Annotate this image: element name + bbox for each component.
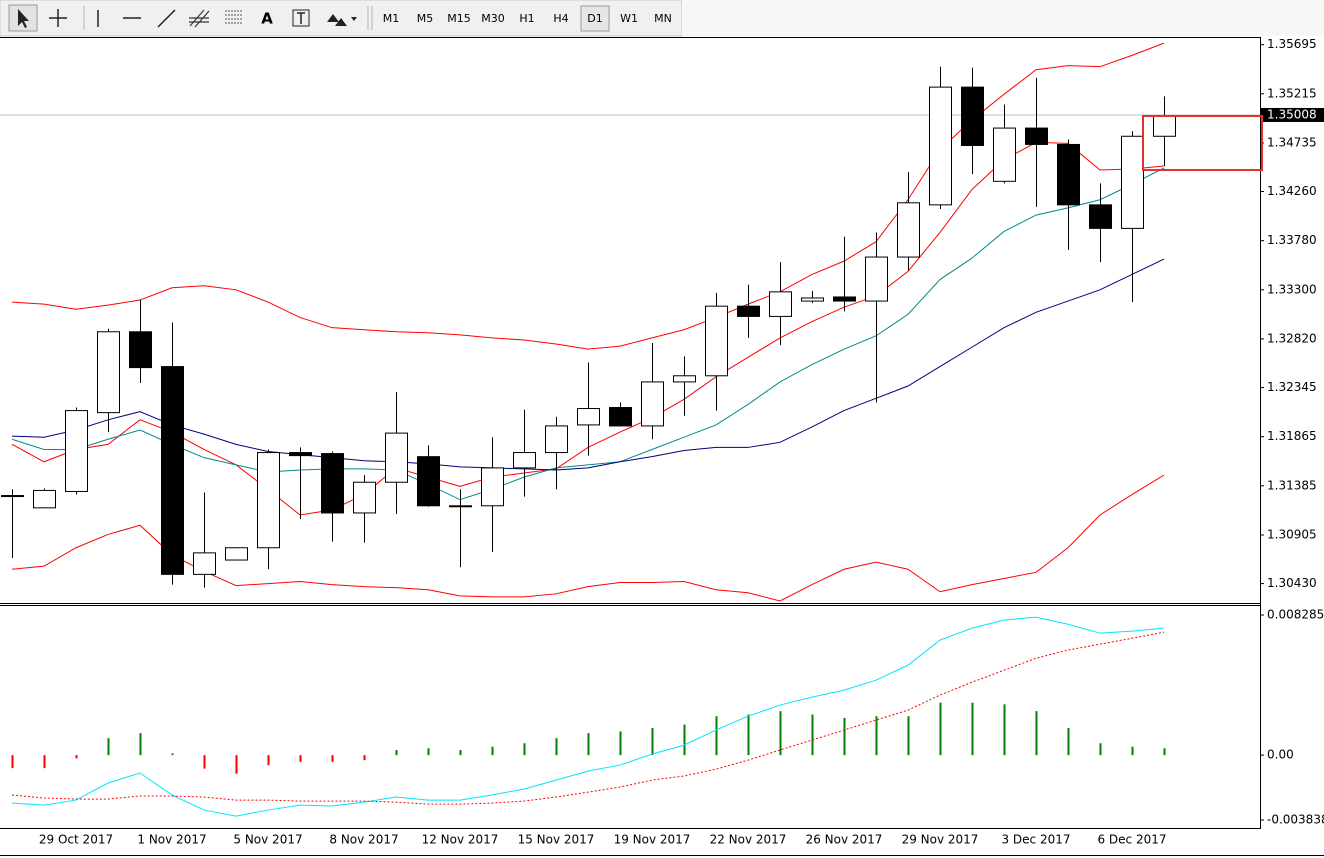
candle-body bbox=[1025, 127, 1048, 145]
candle-body bbox=[1057, 143, 1080, 206]
y-tick-label: 1.30430 bbox=[1267, 576, 1317, 590]
chart-area bbox=[0, 37, 1324, 858]
candle-body bbox=[1121, 135, 1144, 229]
candle-body bbox=[769, 291, 792, 317]
x-tick-label: 29 Nov 2017 bbox=[902, 833, 979, 847]
y-tick-label: -0.003838 bbox=[1267, 813, 1324, 827]
candle-body bbox=[513, 452, 536, 469]
candle-body bbox=[385, 432, 408, 483]
channel-icon[interactable] bbox=[189, 9, 210, 28]
candle-body bbox=[929, 86, 952, 206]
candle-body bbox=[993, 127, 1016, 182]
candle-body bbox=[33, 489, 56, 509]
candle-body bbox=[641, 381, 664, 427]
current-price-tag bbox=[1261, 107, 1324, 122]
x-tick-label: 26 Nov 2017 bbox=[806, 833, 883, 847]
candle-body bbox=[161, 366, 184, 575]
fibo-icon[interactable] bbox=[225, 10, 243, 24]
x-tick-label: 8 Nov 2017 bbox=[329, 833, 398, 847]
x-tick-label: 15 Nov 2017 bbox=[518, 833, 595, 847]
text-label-icon[interactable] bbox=[292, 9, 310, 27]
candle-body bbox=[545, 425, 568, 454]
plot: 1.35695 1.35215 1.34735 1.34260 1.33780 1.333… bbox=[0, 37, 1324, 847]
toolbar: A M1 M5 M15 M30 H1 H4 D1 W1 MN bbox=[0, 0, 1324, 37]
timeframe-button[interactable]: MN bbox=[654, 12, 672, 25]
indicator-line bbox=[11, 258, 1165, 471]
candle-body bbox=[673, 375, 696, 383]
y-tick-label: 1.32820 bbox=[1267, 331, 1317, 345]
highlight-box bbox=[1142, 115, 1263, 171]
candle-body bbox=[865, 256, 888, 302]
x-tick-label: 19 Nov 2017 bbox=[614, 833, 691, 847]
candle-body bbox=[225, 547, 248, 561]
candle-body bbox=[481, 467, 504, 507]
candle-body bbox=[417, 456, 440, 507]
timeframe-button[interactable]: M1 bbox=[383, 12, 400, 25]
x-tick-label: 6 Dec 2017 bbox=[1097, 833, 1166, 847]
trendline-icon[interactable] bbox=[157, 9, 176, 28]
x-tick-label: 22 Nov 2017 bbox=[710, 833, 787, 847]
candle-body bbox=[1, 495, 24, 498]
cursor-icon bbox=[18, 9, 29, 28]
y-tick-label: 1.33300 bbox=[1267, 282, 1317, 296]
candle-body bbox=[737, 305, 760, 317]
x-tick-label: 5 Nov 2017 bbox=[233, 833, 302, 847]
x-tick-label: 29 Oct 2017 bbox=[39, 833, 113, 847]
x-tick-label: 12 Nov 2017 bbox=[422, 833, 499, 847]
candle-body bbox=[1153, 115, 1176, 137]
candle-body bbox=[257, 452, 280, 549]
timeframe-button[interactable]: M30 bbox=[481, 12, 505, 25]
candle-body bbox=[1089, 204, 1112, 229]
text-label-glyph bbox=[297, 12, 305, 24]
timeframe-button[interactable]: M15 bbox=[447, 12, 471, 25]
indicator-line bbox=[11, 167, 1165, 501]
current-price-label: 1.35008 bbox=[1267, 107, 1317, 121]
timeframe-button[interactable]: H4 bbox=[553, 12, 568, 25]
candle-body bbox=[353, 481, 376, 514]
x-tick-label: 1 Nov 2017 bbox=[137, 833, 206, 847]
y-tick-label: 1.32345 bbox=[1267, 380, 1317, 394]
candle-body bbox=[65, 410, 88, 492]
y-tick-label: 1.35215 bbox=[1267, 86, 1317, 100]
y-tick-label: 1.35695 bbox=[1267, 37, 1317, 51]
text-tool[interactable]: A bbox=[261, 10, 273, 28]
y-tick-label: 1.30905 bbox=[1267, 527, 1317, 541]
y-tick-label: 1.31385 bbox=[1267, 478, 1317, 492]
arrows-icon[interactable] bbox=[327, 14, 357, 26]
candle-body bbox=[449, 505, 472, 508]
y-tick-label: 1.34735 bbox=[1267, 135, 1317, 149]
candle-body bbox=[897, 202, 920, 258]
timeframes: M1 M5 M15 M30 H1 H4 D1 W1 MN bbox=[383, 5, 672, 32]
candle-body bbox=[833, 296, 856, 302]
candle-body bbox=[609, 407, 632, 427]
candle-body bbox=[129, 331, 152, 369]
crosshair-icon[interactable] bbox=[49, 9, 67, 27]
toolbar-empty bbox=[682, 0, 1324, 36]
y-tick-label: 0.008285 bbox=[1267, 607, 1324, 621]
y-tick-label: 1.34260 bbox=[1267, 184, 1317, 198]
y-tick-label: 0.00 bbox=[1267, 748, 1294, 762]
x-tick-label: 3 Dec 2017 bbox=[1001, 833, 1070, 847]
candle-body bbox=[705, 305, 728, 377]
timeframe-button[interactable]: H1 bbox=[519, 12, 534, 25]
timeframe-button[interactable]: W1 bbox=[620, 12, 638, 25]
timeframe-button[interactable]: M5 bbox=[417, 12, 434, 25]
candle-body bbox=[577, 408, 600, 426]
y-tick-label: 1.33780 bbox=[1267, 233, 1317, 247]
timeframe-button[interactable]: D1 bbox=[587, 12, 602, 25]
candle-body bbox=[193, 552, 216, 575]
candle-body bbox=[801, 297, 824, 302]
candle-body bbox=[961, 86, 984, 146]
candle-body bbox=[321, 453, 344, 514]
indicator-line bbox=[11, 616, 1165, 817]
candle-body bbox=[97, 331, 120, 414]
candle-body bbox=[289, 452, 312, 457]
y-tick-label: 1.31865 bbox=[1267, 429, 1317, 443]
indicator-line bbox=[11, 631, 1165, 805]
active-timeframe bbox=[580, 5, 610, 32]
